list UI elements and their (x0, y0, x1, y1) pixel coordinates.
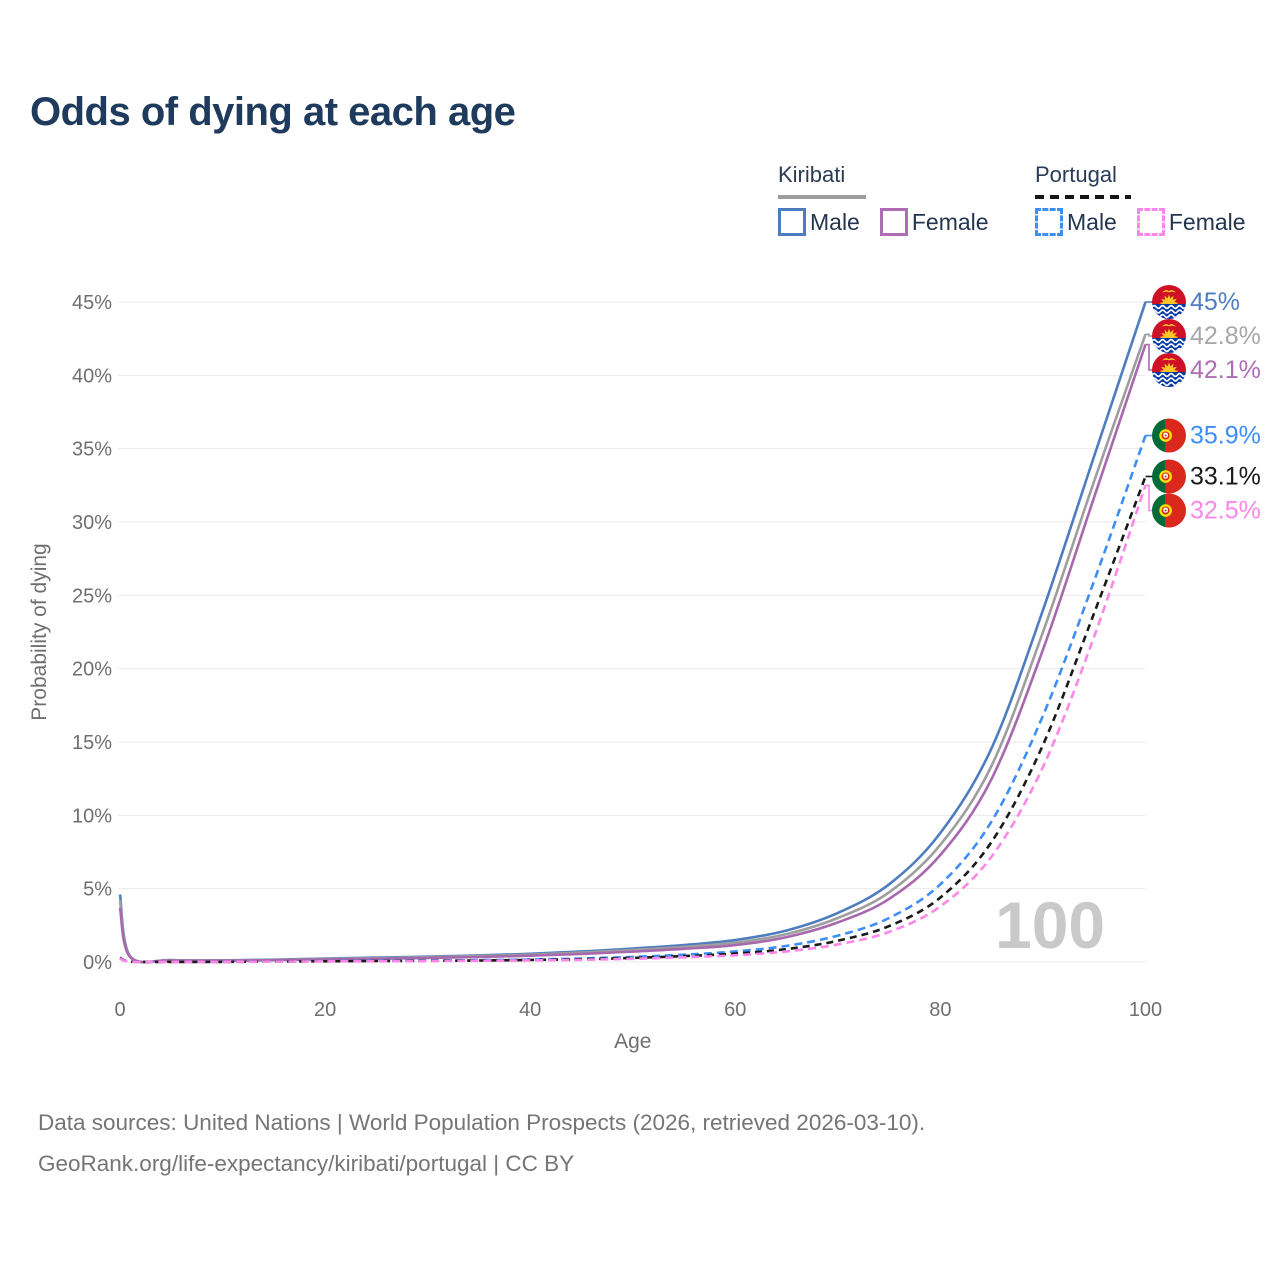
y-axis-title: Probability of dying (28, 543, 51, 720)
y-tick-label: 0% (83, 952, 112, 974)
y-tick-label: 25% (72, 585, 112, 607)
x-tick-label: 0 (114, 999, 125, 1021)
legend-label-portugal-female[interactable]: Female (1168, 208, 1246, 235)
legend-swatch-kiribati-male[interactable] (778, 208, 806, 236)
portugal-line-style-sample (1035, 195, 1131, 199)
legend-swatch-portugal-male[interactable] (1035, 208, 1063, 236)
legend-country-kiribati[interactable]: Kiribati (778, 162, 846, 187)
series-line-kiribati-all[interactable] (118, 333, 1147, 964)
end-connector-kiribati-female (1145, 343, 1153, 371)
y-tick-label: 5% (83, 879, 112, 901)
y-tick-label: 45% (72, 292, 112, 314)
x-tick-label: 100 (1129, 999, 1162, 1021)
end-connector-kiribati-all (1145, 333, 1153, 337)
x-tick-label: 20 (314, 999, 336, 1021)
y-tick-label: 35% (72, 439, 112, 461)
end-value-label-kiribati-male: 45% (1190, 288, 1240, 316)
source-attribution: Data sources: United Nations | World Pop… (38, 1102, 925, 1184)
kiribati-flag-icon (1152, 353, 1186, 387)
end-value-label-kiribati-all: 42.8% (1190, 322, 1261, 350)
x-axis-title: Age (614, 1030, 651, 1053)
hovered-age-watermark: 100 (995, 888, 1105, 962)
series-line-kiribati-female[interactable] (118, 344, 1147, 964)
portugal-flag-icon (1152, 494, 1186, 528)
end-value-label-kiribati-female: 42.1% (1190, 356, 1261, 384)
legend-group-portugal: Portugal Male Female (1035, 162, 1266, 236)
legend-label-kiribati-female[interactable]: Female (911, 208, 989, 235)
end-value-label-portugal-male: 35.9% (1190, 422, 1261, 450)
legend-label-portugal-male[interactable]: Male (1067, 208, 1117, 235)
legend-country-portugal[interactable]: Portugal (1035, 162, 1117, 187)
y-tick-label: 20% (72, 659, 112, 681)
x-tick-label: 40 (519, 999, 541, 1021)
legend-swatch-portugal-female[interactable] (1136, 208, 1165, 236)
kiribati-line-style-sample (778, 195, 866, 199)
y-tick-label: 40% (72, 365, 112, 387)
portugal-flag-icon (1152, 460, 1186, 494)
legend-label-kiribati-male[interactable]: Male (810, 208, 860, 235)
y-tick-label: 30% (72, 512, 112, 534)
end-value-label-portugal-all: 33.1% (1190, 463, 1261, 491)
legend-swatch-kiribati-female[interactable] (879, 208, 908, 236)
georank-url-line: GeoRank.org/life-expectancy/kiribati/por… (38, 1151, 575, 1176)
data-sources-line: Data sources: United Nations | World Pop… (38, 1110, 926, 1135)
x-tick-label: 80 (929, 999, 951, 1021)
kiribati-flag-icon (1152, 285, 1186, 319)
page-title: Odds of dying at each age (30, 90, 516, 134)
x-tick-label: 60 (724, 999, 746, 1021)
series-line-portugal-male[interactable] (119, 435, 1147, 964)
y-tick-label: 15% (72, 732, 112, 754)
series-line-portugal-all[interactable] (119, 476, 1147, 964)
end-value-label-portugal-female: 32.5% (1190, 497, 1261, 525)
portugal-flag-icon (1152, 419, 1186, 453)
end-connector-portugal-female (1145, 484, 1153, 512)
series-line-kiribati-male[interactable] (118, 301, 1147, 964)
y-tick-label: 10% (72, 805, 112, 827)
series-line-portugal-female[interactable] (119, 484, 1147, 964)
kiribati-flag-icon (1152, 319, 1186, 353)
legend-group-kiribati: Kiribati Male Female (778, 162, 1009, 236)
